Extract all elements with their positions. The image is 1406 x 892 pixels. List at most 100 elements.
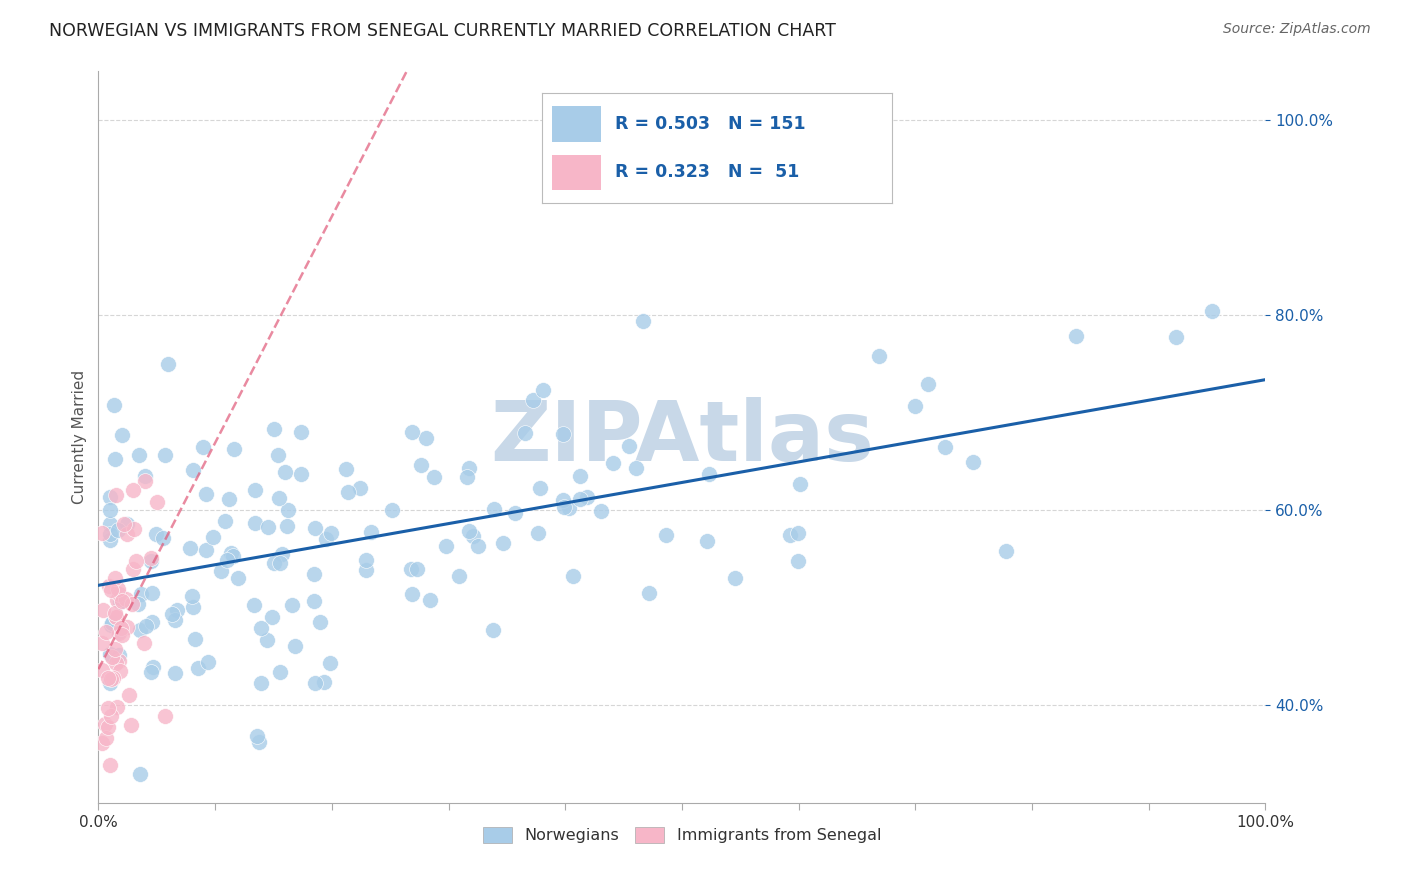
Point [120, 718, 142, 732]
Point [1064, 329, 1087, 343]
Text: ZIPAtlas: ZIPAtlas [489, 397, 875, 477]
Point [115, 526, 138, 541]
Point [155, 709, 177, 723]
Point [163, 665, 186, 680]
Point [655, 528, 678, 542]
Point [141, 615, 163, 630]
Point [104, 641, 127, 656]
Point [129, 623, 152, 637]
Point [463, 529, 485, 543]
Point [104, 452, 127, 467]
Point [218, 491, 240, 506]
Point [271, 547, 294, 561]
Point [97, 720, 120, 734]
Point [515, 426, 537, 441]
Point [631, 314, 654, 328]
Point [304, 521, 326, 535]
Point [222, 549, 245, 563]
Point [100, 708, 122, 723]
Point [98, 490, 121, 504]
Point [104, 606, 127, 620]
Point [256, 633, 278, 648]
Point [1166, 330, 1188, 344]
Point [260, 609, 283, 624]
Point [179, 541, 201, 556]
Point [107, 625, 129, 640]
Point [529, 481, 551, 495]
Point [90, 736, 112, 750]
Point [187, 661, 209, 675]
Point [141, 554, 163, 568]
Point [228, 571, 250, 585]
Point [110, 595, 132, 609]
Point [422, 470, 444, 484]
Point [121, 483, 143, 497]
Point [221, 546, 243, 560]
Point [142, 660, 165, 674]
Point [105, 488, 128, 502]
Point [568, 491, 591, 506]
Point [562, 568, 585, 582]
Point [139, 550, 162, 565]
Point [302, 566, 325, 581]
Point [90, 663, 112, 677]
Point [257, 519, 280, 533]
Point [98, 757, 121, 772]
Point [105, 657, 128, 671]
Point [197, 655, 219, 669]
Point [349, 481, 371, 495]
Point [214, 514, 236, 528]
Point [263, 422, 285, 436]
Point [934, 440, 956, 454]
Point [93, 603, 115, 617]
Point [184, 632, 207, 647]
Point [195, 542, 218, 557]
Point [962, 454, 984, 468]
Point [98, 502, 121, 516]
Point [697, 467, 720, 481]
Point [107, 587, 129, 601]
Point [269, 665, 291, 679]
Point [779, 528, 801, 542]
Point [401, 425, 423, 439]
Point [101, 616, 124, 631]
Point [224, 442, 246, 456]
Point [787, 526, 810, 541]
Point [434, 539, 457, 553]
Point [98, 516, 121, 531]
Point [492, 536, 515, 550]
Point [619, 439, 641, 453]
Point [724, 571, 747, 585]
Point [527, 525, 550, 540]
Point [401, 587, 423, 601]
Point [131, 587, 153, 601]
Point [917, 376, 939, 391]
Point [447, 568, 470, 582]
Point [141, 586, 163, 600]
Point [155, 448, 177, 462]
Point [246, 729, 269, 743]
Point [209, 564, 232, 578]
Point [111, 627, 134, 641]
Point [568, 468, 591, 483]
Point [696, 534, 718, 549]
Point [94, 716, 117, 731]
Point [100, 672, 122, 686]
Point [589, 504, 612, 518]
Point [467, 539, 489, 553]
Point [132, 636, 155, 650]
Point [276, 519, 298, 533]
Point [191, 440, 214, 454]
Point [267, 491, 290, 505]
Point [309, 615, 332, 630]
Point [134, 474, 156, 488]
Point [249, 676, 271, 690]
Point [868, 349, 890, 363]
Point [122, 562, 145, 576]
Point [98, 648, 121, 662]
Point [108, 665, 131, 679]
Point [250, 621, 273, 635]
Point [319, 657, 342, 671]
Point [110, 622, 132, 636]
Point [458, 524, 481, 538]
